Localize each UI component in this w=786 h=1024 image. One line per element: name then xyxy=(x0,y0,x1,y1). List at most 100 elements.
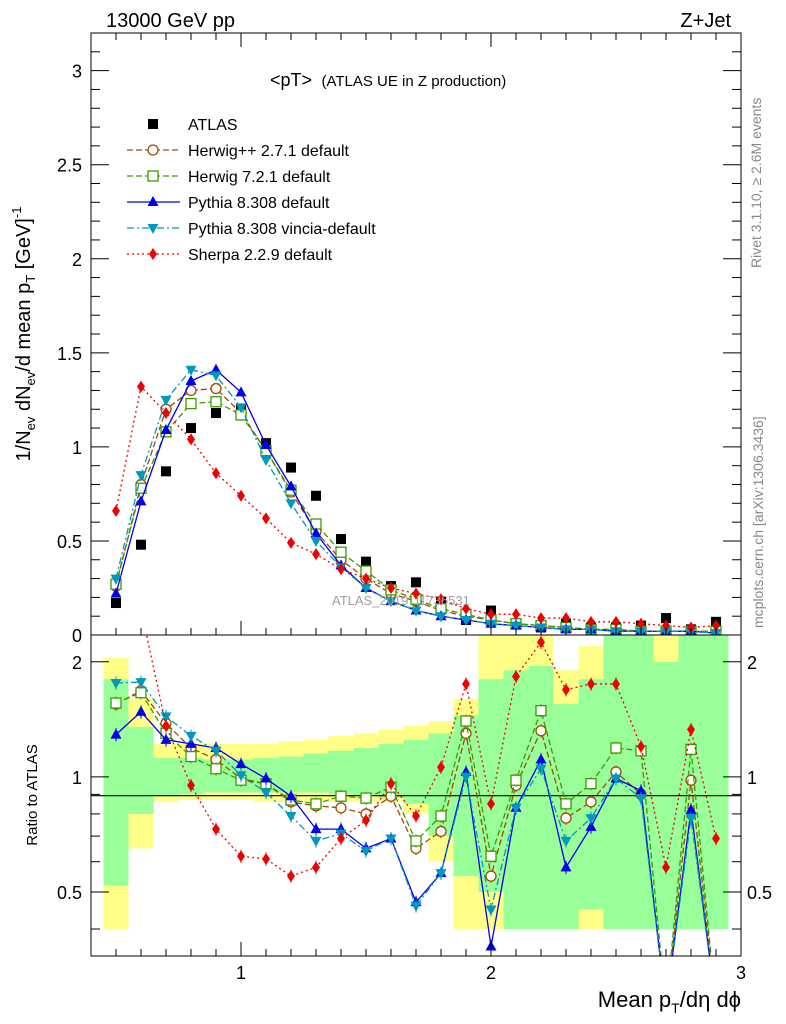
ratio-point-pythia-8-308-default xyxy=(110,728,122,739)
ratio-point-herwig-7-2-1-default xyxy=(110,697,122,709)
rivet-version-label: Rivet 3.1.10, ≥ 2.6M events xyxy=(748,98,764,268)
ratio-point-pythia-8-308-vincia-default xyxy=(135,678,147,689)
ratio-point-pythia-8-308-vincia-default xyxy=(535,764,547,775)
y-tick-label-ratio-right: 0.5 xyxy=(747,883,772,903)
ratio-point-pythia-8-308-default xyxy=(185,737,197,748)
ratio-point-pythia-8-308-default xyxy=(160,733,172,744)
ratio-point-herwig-2-7-1-default xyxy=(335,802,347,814)
ratio-point-pythia-8-308-vincia-default xyxy=(435,869,447,880)
ratio-point-herwig-7-2-1-default xyxy=(485,850,497,862)
y-tick-label-ratio: 0.5 xyxy=(57,883,82,903)
ratio-point-pythia-8-308-default xyxy=(560,861,572,872)
main-point-sherpa-2-2-9-default xyxy=(412,587,420,600)
legend-marker xyxy=(147,196,159,206)
main-point-sherpa-2-2-9-default xyxy=(162,407,170,420)
ratio-point-herwig-2-7-1-default xyxy=(435,825,447,838)
main-point-atlas xyxy=(211,408,221,419)
stat-uncertainty-bin xyxy=(703,635,729,930)
stat-uncertainty-bin xyxy=(578,679,604,910)
plot-title-main: <pT> xyxy=(270,70,312,90)
legend-marker xyxy=(147,170,159,182)
main-point-pythia-8-308-default xyxy=(210,363,222,374)
main-point-atlas xyxy=(136,539,146,550)
ratio-point-sherpa-2-2-9-default xyxy=(237,850,245,863)
main-point-atlas xyxy=(411,577,421,588)
ratio-point-pythia-8-308-default xyxy=(235,758,247,769)
main-point-sherpa-2-2-9-default xyxy=(662,619,670,632)
main-point-pythia-8-308-default xyxy=(160,423,172,434)
ratio-point-pythia-8-308-default xyxy=(585,820,597,831)
main-point-herwig-7-2-1-default xyxy=(335,546,347,558)
ratio-point-herwig-2-7-1-default xyxy=(560,812,572,824)
legend-label: Herwig 7.2.1 default xyxy=(188,169,331,186)
ratio-point-pythia-8-308-vincia-default xyxy=(210,746,222,757)
stat-uncertainty-bin xyxy=(128,727,154,814)
legend-marker xyxy=(147,144,159,156)
ratio-point-sherpa-2-2-9-default xyxy=(512,670,520,683)
main-point-sherpa-2-2-9-default xyxy=(462,602,470,615)
main-point-pythia-8-308-vincia-default xyxy=(285,499,297,510)
main-point-pythia-8-308-vincia-default xyxy=(210,371,222,382)
plot-title-sub: (ATLAS UE in Z production) xyxy=(321,73,506,90)
header-process-label: Z+Jet xyxy=(680,10,731,32)
main-point-sherpa-2-2-9-default xyxy=(212,467,220,480)
main-point-atlas xyxy=(186,423,196,434)
ratio-point-sherpa-2-2-9-default xyxy=(637,740,645,753)
ratio-point-pythia-8-308-vincia-default xyxy=(185,731,197,742)
ratio-point-pythia-8-308-vincia-default xyxy=(360,846,372,857)
ratio-point-pythia-8-308-default xyxy=(635,784,647,795)
ratio-point-sherpa-2-2-9-default xyxy=(612,677,620,690)
main-point-pythia-8-308-default xyxy=(185,375,197,386)
ratio-point-sherpa-2-2-9-default xyxy=(387,777,395,790)
ratio-point-sherpa-2-2-9-default xyxy=(662,861,670,874)
main-point-herwig-2-7-1-default xyxy=(210,382,222,395)
stat-uncertainty-bin xyxy=(103,679,129,886)
legend-entry-pythia-8-308-vincia-default: Pythia 8.308 vincia-default xyxy=(127,221,376,238)
legend-entry-herwig-7-2-1-default: Herwig 7.2.1 default xyxy=(127,169,331,186)
ratio-point-pythia-8-308-vincia-default xyxy=(235,771,247,782)
legend-marker xyxy=(148,119,158,129)
ratio-point-pythia-8-308-default xyxy=(260,772,272,783)
main-point-sherpa-2-2-9-default xyxy=(587,615,595,628)
ratio-point-pythia-8-308-vincia-default xyxy=(560,836,572,847)
ratio-ylabel: Ratio to ATLAS xyxy=(24,744,41,845)
analysis-watermark: ATLAS_2019_I1736531 xyxy=(332,593,470,608)
ratio-point-herwig-7-2-1-default xyxy=(135,687,147,699)
ratio-point-sherpa-2-2-9-default xyxy=(287,870,295,883)
main-point-sherpa-2-2-9-default xyxy=(562,612,570,625)
ratio-point-sherpa-2-2-9-default xyxy=(212,823,220,836)
main-point-sherpa-2-2-9-default xyxy=(537,612,545,625)
ratio-point-pythia-8-308-vincia-default xyxy=(510,803,522,814)
mcplots-credit-label: mcplots.cern.ch [arXiv:1306.3436] xyxy=(750,416,766,628)
main-point-atlas xyxy=(361,556,371,567)
ratio-point-sherpa-2-2-9-default xyxy=(162,719,170,732)
ratio-point-sherpa-2-2-9-default xyxy=(337,832,345,845)
ratio-point-sherpa-2-2-9-default xyxy=(587,677,595,690)
ratio-point-sherpa-2-2-9-default xyxy=(537,636,545,649)
ratio-point-herwig-7-2-1-default xyxy=(535,705,547,717)
ratio-point-pythia-8-308-default xyxy=(310,823,322,834)
ratio-point-sherpa-2-2-9-default xyxy=(462,677,470,690)
main-point-sherpa-2-2-9-default xyxy=(437,593,445,606)
ratio-point-pythia-8-308-vincia-default xyxy=(310,836,322,847)
legend-entry-herwig-2-7-1-default: Herwig++ 2.7.1 default xyxy=(127,143,350,160)
main-point-sherpa-2-2-9-default xyxy=(487,608,495,621)
ratio-point-pythia-8-308-vincia-default xyxy=(685,814,697,825)
stat-uncertainty-bin xyxy=(503,670,529,930)
main-point-herwig-7-2-1-default xyxy=(210,396,222,408)
plot-title: <pT> (ATLAS UE in Z production) xyxy=(270,70,506,90)
legend-label: Sherpa 2.2.9 default xyxy=(188,247,333,264)
stat-uncertainty-bin xyxy=(303,753,329,793)
y-tick-label-main: 0 xyxy=(72,626,82,646)
main-point-pythia-8-308-default xyxy=(110,587,122,598)
main-point-sherpa-2-2-9-default xyxy=(512,608,520,621)
legend-marker xyxy=(147,224,159,234)
axes-ticks: 1 2 3 0 0.5 1 1.5 2 2.5 3 0.5 0.5 1 1 2 2 xyxy=(57,32,772,983)
ratio-point-herwig-7-2-1-default xyxy=(610,742,622,754)
ratio-point-herwig-7-2-1-default xyxy=(560,798,572,810)
ratio-point-pythia-8-308-default xyxy=(685,803,697,814)
main-series-group xyxy=(110,363,722,635)
main-series-sherpa-2-2-9-default xyxy=(112,380,720,634)
legend-entry-pythia-8-308-default: Pythia 8.308 default xyxy=(127,195,330,212)
legend-label: Herwig++ 2.7.1 default xyxy=(188,143,350,160)
